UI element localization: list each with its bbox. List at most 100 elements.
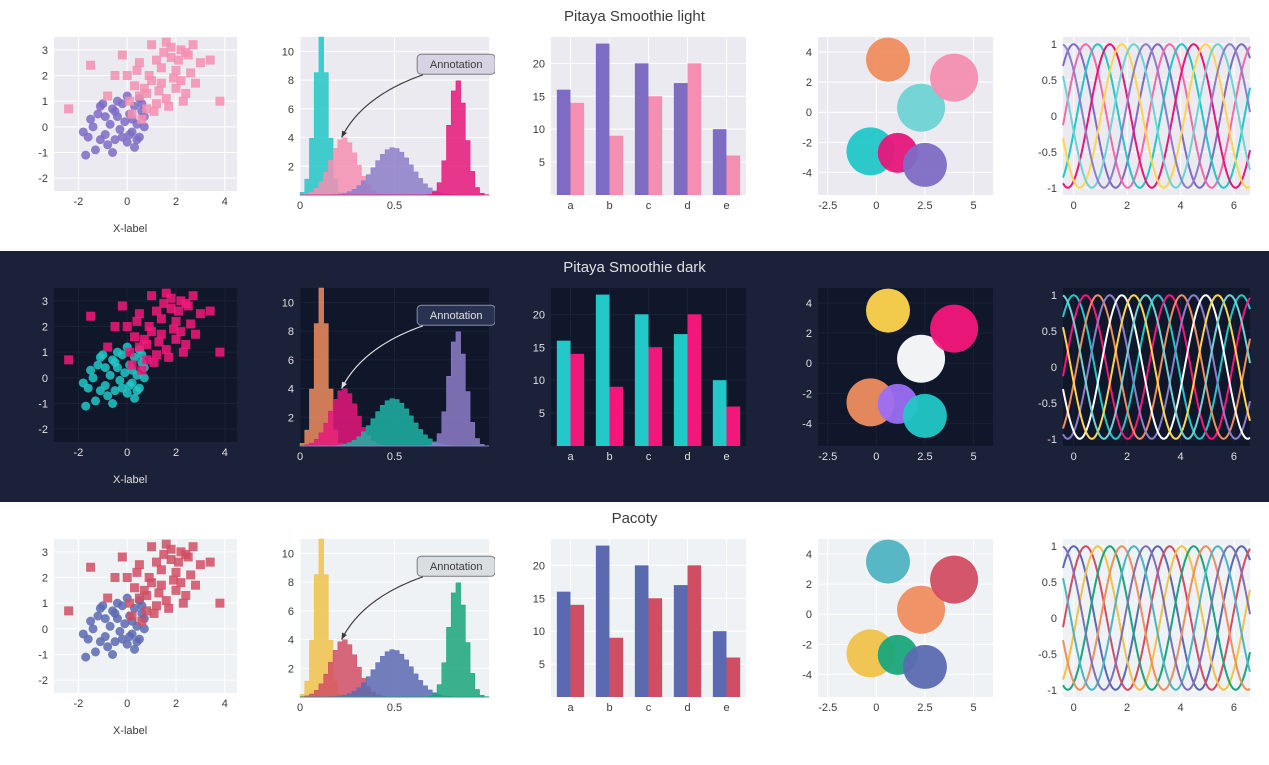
svg-text:0.5: 0.5 <box>387 702 402 714</box>
histogram-panel: 00.5246810Annotation <box>264 31 500 221</box>
svg-text:b: b <box>606 200 612 212</box>
charts-row: -2024-2-10123X-label00.5246810Annotation… <box>0 282 1269 498</box>
svg-text:6: 6 <box>288 606 294 618</box>
svg-text:b: b <box>606 451 612 463</box>
xlabel: X-label <box>113 725 147 737</box>
theme-title: Pitaya Smoothie dark <box>0 259 1269 276</box>
svg-text:4: 4 <box>288 384 294 396</box>
svg-text:2: 2 <box>173 196 179 208</box>
svg-text:4: 4 <box>806 47 812 59</box>
svg-text:4: 4 <box>806 549 812 561</box>
bar-panel: abcde5101520 <box>516 533 752 723</box>
theme-row-light: Pitaya Smoothie light-2024-2-10123X-labe… <box>0 0 1269 251</box>
svg-text:0: 0 <box>124 698 130 710</box>
svg-text:0: 0 <box>1051 362 1057 374</box>
svg-text:0: 0 <box>873 702 879 714</box>
svg-text:d: d <box>684 451 690 463</box>
svg-text:1: 1 <box>41 96 47 108</box>
svg-text:0: 0 <box>124 196 130 208</box>
svg-text:0: 0 <box>806 358 812 370</box>
svg-text:1: 1 <box>1051 39 1057 51</box>
svg-text:-0.5: -0.5 <box>1038 147 1057 159</box>
svg-text:5: 5 <box>971 451 977 463</box>
svg-text:15: 15 <box>533 593 545 605</box>
svg-text:2: 2 <box>1124 200 1130 212</box>
svg-text:4: 4 <box>288 133 294 145</box>
svg-text:2: 2 <box>806 328 812 340</box>
svg-text:8: 8 <box>288 577 294 589</box>
svg-text:0: 0 <box>1051 111 1057 123</box>
annotation-label: Annotation <box>430 310 483 322</box>
svg-text:2: 2 <box>173 698 179 710</box>
svg-text:2: 2 <box>288 161 294 173</box>
svg-text:d: d <box>684 200 690 212</box>
svg-text:2.5: 2.5 <box>917 702 932 714</box>
annotation-label: Annotation <box>430 59 483 71</box>
svg-text:0: 0 <box>41 624 47 636</box>
svg-text:0: 0 <box>806 107 812 119</box>
svg-text:-1: -1 <box>38 650 48 662</box>
svg-text:1: 1 <box>1051 290 1057 302</box>
svg-text:10: 10 <box>282 46 294 58</box>
svg-text:2: 2 <box>1124 702 1130 714</box>
svg-text:20: 20 <box>533 58 545 70</box>
sine-panel: 0246-1-0.500.51 <box>1021 282 1257 472</box>
svg-text:-0.5: -0.5 <box>1038 398 1057 410</box>
svg-text:2: 2 <box>41 573 47 585</box>
svg-text:e: e <box>723 200 729 212</box>
svg-text:5: 5 <box>539 408 545 420</box>
charts-row: -2024-2-10123X-label00.5246810Annotation… <box>0 533 1269 749</box>
svg-text:2: 2 <box>41 71 47 83</box>
svg-text:0: 0 <box>806 609 812 621</box>
svg-text:-2: -2 <box>802 388 812 400</box>
svg-text:6: 6 <box>1231 200 1237 212</box>
svg-text:-2: -2 <box>802 137 812 149</box>
svg-text:0: 0 <box>1051 613 1057 625</box>
svg-text:-0.5: -0.5 <box>1038 649 1057 661</box>
svg-text:0: 0 <box>41 373 47 385</box>
svg-text:-2: -2 <box>73 196 83 208</box>
svg-text:1: 1 <box>41 598 47 610</box>
svg-text:d: d <box>684 702 690 714</box>
xlabel: X-label <box>113 223 147 235</box>
svg-text:0: 0 <box>1071 451 1077 463</box>
svg-text:0: 0 <box>297 702 303 714</box>
svg-text:-4: -4 <box>802 167 812 179</box>
svg-text:2: 2 <box>288 663 294 675</box>
svg-text:3: 3 <box>41 45 47 57</box>
svg-text:0.5: 0.5 <box>387 200 402 212</box>
svg-text:-4: -4 <box>802 418 812 430</box>
svg-text:-1: -1 <box>1048 183 1058 195</box>
svg-text:0.5: 0.5 <box>387 451 402 463</box>
svg-text:3: 3 <box>41 547 47 559</box>
svg-text:-1: -1 <box>1048 685 1058 697</box>
histogram-panel: 00.5246810Annotation <box>264 533 500 723</box>
histogram-panel: 00.5246810Annotation <box>264 282 500 472</box>
svg-text:-1: -1 <box>38 148 48 160</box>
svg-text:20: 20 <box>533 560 545 572</box>
svg-text:c: c <box>646 200 652 212</box>
svg-text:-2.5: -2.5 <box>818 702 837 714</box>
svg-text:-2: -2 <box>38 173 48 185</box>
bubble-panel: -2.502.55-4-2024 <box>769 31 1005 221</box>
svg-text:2: 2 <box>806 77 812 89</box>
svg-text:5: 5 <box>539 659 545 671</box>
bar-panel: abcde5101520 <box>516 282 752 472</box>
svg-text:e: e <box>723 451 729 463</box>
svg-text:1: 1 <box>1051 541 1057 553</box>
svg-text:b: b <box>606 702 612 714</box>
xlabel: X-label <box>113 474 147 486</box>
svg-text:0: 0 <box>297 451 303 463</box>
svg-text:6: 6 <box>288 355 294 367</box>
svg-text:0: 0 <box>1071 200 1077 212</box>
scatter-panel: -2024-2-10123X-label <box>12 533 248 737</box>
svg-text:4: 4 <box>1178 200 1184 212</box>
svg-text:-2: -2 <box>38 424 48 436</box>
svg-text:-2: -2 <box>73 447 83 459</box>
svg-text:0: 0 <box>124 447 130 459</box>
svg-text:0: 0 <box>1071 702 1077 714</box>
svg-text:-4: -4 <box>802 669 812 681</box>
svg-text:5: 5 <box>971 200 977 212</box>
theme-title: Pacoty <box>0 510 1269 527</box>
svg-text:-2.5: -2.5 <box>818 200 837 212</box>
